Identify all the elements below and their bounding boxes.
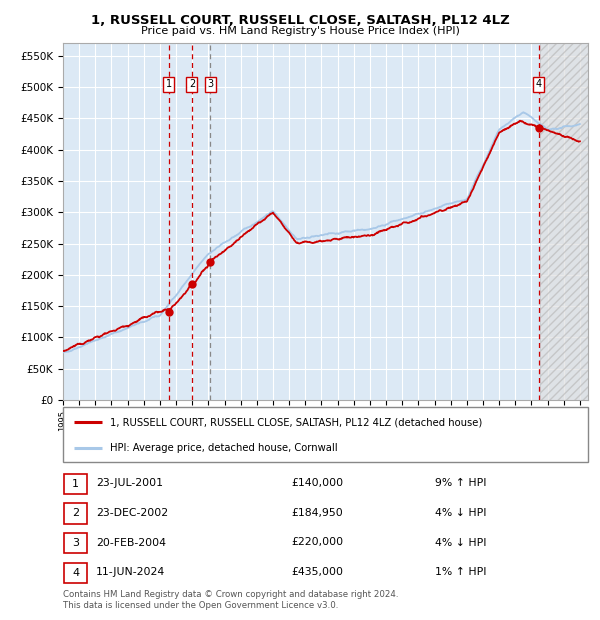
- Text: 4% ↓ HPI: 4% ↓ HPI: [435, 538, 487, 547]
- Text: 1, RUSSELL COURT, RUSSELL CLOSE, SALTASH, PL12 4LZ: 1, RUSSELL COURT, RUSSELL CLOSE, SALTASH…: [91, 14, 509, 27]
- Text: 2: 2: [189, 79, 195, 89]
- Text: 4: 4: [536, 79, 542, 89]
- Text: 3: 3: [208, 79, 214, 89]
- Text: 3: 3: [72, 538, 79, 548]
- Text: Contains HM Land Registry data © Crown copyright and database right 2024.
This d: Contains HM Land Registry data © Crown c…: [63, 590, 398, 609]
- Text: 11-JUN-2024: 11-JUN-2024: [96, 567, 165, 577]
- Text: 4% ↓ HPI: 4% ↓ HPI: [435, 508, 487, 518]
- Text: 9% ↑ HPI: 9% ↑ HPI: [435, 478, 487, 488]
- Text: £220,000: £220,000: [291, 538, 343, 547]
- Bar: [539, 43, 588, 400]
- Text: 20-FEB-2004: 20-FEB-2004: [96, 538, 166, 547]
- Text: £435,000: £435,000: [291, 567, 343, 577]
- Text: 1: 1: [72, 479, 79, 489]
- Text: 23-DEC-2002: 23-DEC-2002: [96, 508, 168, 518]
- Text: 4: 4: [72, 568, 79, 578]
- Text: 2: 2: [72, 508, 79, 518]
- Text: 1: 1: [166, 79, 172, 89]
- Text: 1, RUSSELL COURT, RUSSELL CLOSE, SALTASH, PL12 4LZ (detached house): 1, RUSSELL COURT, RUSSELL CLOSE, SALTASH…: [110, 417, 482, 427]
- Text: 1% ↑ HPI: 1% ↑ HPI: [435, 567, 487, 577]
- Text: £140,000: £140,000: [291, 478, 343, 488]
- Text: Price paid vs. HM Land Registry's House Price Index (HPI): Price paid vs. HM Land Registry's House …: [140, 26, 460, 36]
- Text: £184,950: £184,950: [291, 508, 343, 518]
- Text: 23-JUL-2001: 23-JUL-2001: [96, 478, 163, 488]
- Text: HPI: Average price, detached house, Cornwall: HPI: Average price, detached house, Corn…: [110, 443, 338, 453]
